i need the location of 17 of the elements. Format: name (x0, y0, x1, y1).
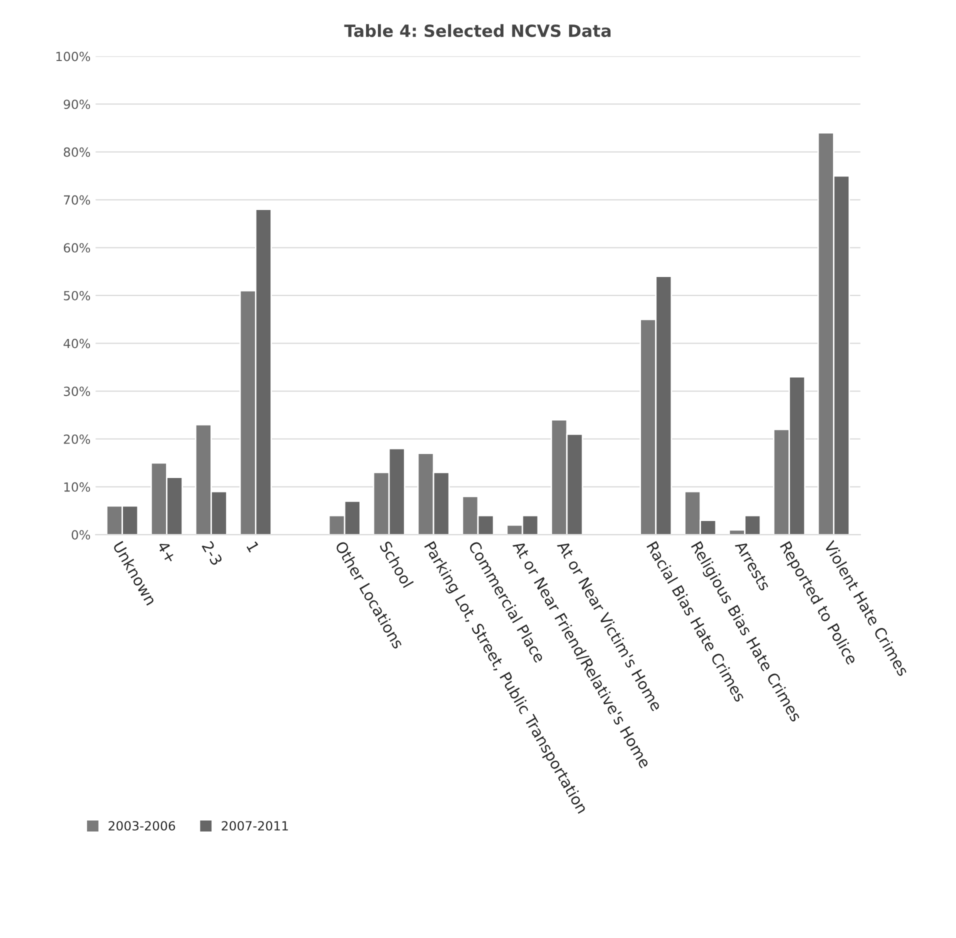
y-tick-label: 0% (72, 530, 90, 540)
y-tick-label: 50% (64, 290, 90, 300)
y-tick-label: 10% (64, 482, 90, 492)
y-tick-label: 20% (64, 434, 90, 444)
y-tick-label: 90% (64, 100, 90, 110)
y-tick-label: 60% (64, 243, 90, 253)
x-tick-label: 1 (246, 541, 260, 553)
y-tick-label: 100% (56, 52, 90, 62)
chart-title: Table 4: Selected NCVS Data (344, 24, 611, 38)
legend-label: 2003-2006 (108, 821, 176, 831)
y-tick-label: 30% (64, 386, 90, 396)
x-tick-label: 4+ (157, 540, 177, 564)
x-tick-label: 2-3 (202, 540, 223, 566)
legend-label: 2007-2011 (222, 821, 288, 831)
y-tick-label: 40% (64, 338, 90, 348)
y-tick-label: 70% (64, 195, 90, 205)
y-tick-label: 80% (64, 147, 90, 157)
